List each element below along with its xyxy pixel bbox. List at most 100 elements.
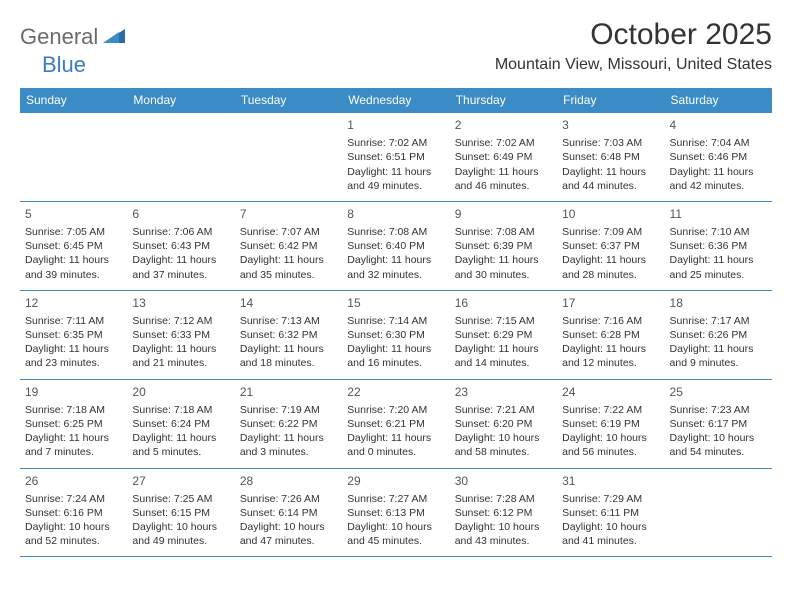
sunrise-text: Sunrise: 7:02 AM <box>347 136 444 150</box>
sunrise-text: Sunrise: 7:24 AM <box>25 492 122 506</box>
sunrise-text: Sunrise: 7:28 AM <box>455 492 552 506</box>
sunrise-text: Sunrise: 7:11 AM <box>25 314 122 328</box>
sunrise-text: Sunrise: 7:29 AM <box>562 492 659 506</box>
day-number: 15 <box>347 295 444 311</box>
sunset-text: Sunset: 6:19 PM <box>562 417 659 431</box>
day-number: 16 <box>455 295 552 311</box>
sunrise-text: Sunrise: 7:20 AM <box>347 403 444 417</box>
dl2-text: and 56 minutes. <box>562 445 659 459</box>
day-number: 25 <box>670 384 767 400</box>
day-number: 17 <box>562 295 659 311</box>
sunrise-text: Sunrise: 7:07 AM <box>240 225 337 239</box>
day-number: 3 <box>562 117 659 133</box>
dl2-text: and 41 minutes. <box>562 534 659 548</box>
sunset-text: Sunset: 6:13 PM <box>347 506 444 520</box>
dl1-text: Daylight: 11 hours <box>132 342 229 356</box>
sunset-text: Sunset: 6:16 PM <box>25 506 122 520</box>
dl1-text: Daylight: 11 hours <box>455 253 552 267</box>
day-number: 10 <box>562 206 659 222</box>
calendar-cell: 31Sunrise: 7:29 AMSunset: 6:11 PMDayligh… <box>557 468 664 557</box>
dl1-text: Daylight: 11 hours <box>562 342 659 356</box>
sunrise-text: Sunrise: 7:26 AM <box>240 492 337 506</box>
dl2-text: and 35 minutes. <box>240 268 337 282</box>
sunrise-text: Sunrise: 7:03 AM <box>562 136 659 150</box>
calendar-cell <box>235 113 342 202</box>
day-number: 24 <box>562 384 659 400</box>
dl2-text: and 49 minutes. <box>347 179 444 193</box>
dl1-text: Daylight: 10 hours <box>670 431 767 445</box>
calendar-cell <box>20 113 127 202</box>
sunrise-text: Sunrise: 7:17 AM <box>670 314 767 328</box>
calendar-cell: 13 Sunrise: 7:12 AMSunset: 6:33 PMDayligh… <box>127 290 234 379</box>
day-number: 7 <box>240 206 337 222</box>
calendar-cell: 4Sunrise: 7:04 AMSunset: 6:46 PMDaylight… <box>665 113 772 202</box>
sunset-text: Sunset: 6:35 PM <box>25 328 122 342</box>
dl1-text: Daylight: 11 hours <box>670 342 767 356</box>
dl2-text: and 16 minutes. <box>347 356 444 370</box>
dl2-text: and 58 minutes. <box>455 445 552 459</box>
calendar-week-row: 26Sunrise: 7:24 AMSunset: 6:16 PMDayligh… <box>20 468 772 557</box>
day-header: Monday <box>127 88 234 113</box>
month-title: October 2025 <box>495 18 772 52</box>
calendar-cell: 19Sunrise: 7:18 AMSunset: 6:25 PMDayligh… <box>20 379 127 468</box>
dl1-text: Daylight: 11 hours <box>132 253 229 267</box>
dl1-text: Daylight: 11 hours <box>347 342 444 356</box>
calendar-cell: 14Sunrise: 7:13 AMSunset: 6:32 PMDayligh… <box>235 290 342 379</box>
dl2-text: and 9 minutes. <box>670 356 767 370</box>
dl1-text: Daylight: 10 hours <box>562 520 659 534</box>
sunrise-text: Sunrise: 7:12 AM <box>132 314 229 328</box>
calendar-cell: 12Sunrise: 7:11 AMSunset: 6:35 PMDayligh… <box>20 290 127 379</box>
sunset-text: Sunset: 6:45 PM <box>25 239 122 253</box>
calendar-cell: 30Sunrise: 7:28 AMSunset: 6:12 PMDayligh… <box>450 468 557 557</box>
sunrise-text: Sunrise: 7:06 AM <box>132 225 229 239</box>
sunset-text: Sunset: 6:28 PM <box>562 328 659 342</box>
sunset-text: Sunset: 6:32 PM <box>240 328 337 342</box>
dl1-text: Daylight: 10 hours <box>132 520 229 534</box>
sunset-text: Sunset: 6:14 PM <box>240 506 337 520</box>
day-header: Wednesday <box>342 88 449 113</box>
calendar-week-row: 12Sunrise: 7:11 AMSunset: 6:35 PMDayligh… <box>20 290 772 379</box>
sunset-text: Sunset: 6:29 PM <box>455 328 552 342</box>
day-header: Saturday <box>665 88 772 113</box>
calendar-cell: 9Sunrise: 7:08 AMSunset: 6:39 PMDaylight… <box>450 201 557 290</box>
sunset-text: Sunset: 6:15 PM <box>132 506 229 520</box>
dl2-text: and 45 minutes. <box>347 534 444 548</box>
day-number: 30 <box>455 473 552 489</box>
dl2-text: and 54 minutes. <box>670 445 767 459</box>
calendar-cell: 6Sunrise: 7:06 AMSunset: 6:43 PMDaylight… <box>127 201 234 290</box>
dl1-text: Daylight: 10 hours <box>455 520 552 534</box>
dl2-text: and 21 minutes. <box>132 356 229 370</box>
sunrise-text: Sunrise: 7:21 AM <box>455 403 552 417</box>
day-number: 31 <box>562 473 659 489</box>
day-header: Tuesday <box>235 88 342 113</box>
calendar-cell: 28Sunrise: 7:26 AMSunset: 6:14 PMDayligh… <box>235 468 342 557</box>
day-header-row: Sunday Monday Tuesday Wednesday Thursday… <box>20 88 772 113</box>
dl2-text: and 37 minutes. <box>132 268 229 282</box>
sunrise-text: Sunrise: 7:23 AM <box>670 403 767 417</box>
sunrise-text: Sunrise: 7:13 AM <box>240 314 337 328</box>
dl2-text: and 28 minutes. <box>562 268 659 282</box>
dl1-text: Daylight: 11 hours <box>132 431 229 445</box>
calendar-week-row: 1Sunrise: 7:02 AMSunset: 6:51 PMDaylight… <box>20 113 772 202</box>
dl1-text: Daylight: 11 hours <box>562 253 659 267</box>
calendar-cell: 18Sunrise: 7:17 AMSunset: 6:26 PMDayligh… <box>665 290 772 379</box>
dl2-text: and 0 minutes. <box>347 445 444 459</box>
sunrise-text: Sunrise: 7:14 AM <box>347 314 444 328</box>
sunset-text: Sunset: 6:33 PM <box>132 328 229 342</box>
calendar-cell: 15Sunrise: 7:14 AMSunset: 6:30 PMDayligh… <box>342 290 449 379</box>
calendar-cell: 23Sunrise: 7:21 AMSunset: 6:20 PMDayligh… <box>450 379 557 468</box>
day-number: 29 <box>347 473 444 489</box>
day-number: 4 <box>670 117 767 133</box>
calendar-cell: 20Sunrise: 7:18 AMSunset: 6:24 PMDayligh… <box>127 379 234 468</box>
sunrise-text: Sunrise: 7:05 AM <box>25 225 122 239</box>
brand-part1: General <box>20 24 98 50</box>
dl2-text: and 39 minutes. <box>25 268 122 282</box>
calendar-cell: 10Sunrise: 7:09 AMSunset: 6:37 PMDayligh… <box>557 201 664 290</box>
day-number: 13 <box>132 295 229 311</box>
dl2-text: and 42 minutes. <box>670 179 767 193</box>
sunset-text: Sunset: 6:20 PM <box>455 417 552 431</box>
calendar-table: Sunday Monday Tuesday Wednesday Thursday… <box>20 88 772 557</box>
day-number: 22 <box>347 384 444 400</box>
calendar-cell: 7Sunrise: 7:07 AMSunset: 6:42 PMDaylight… <box>235 201 342 290</box>
day-number: 23 <box>455 384 552 400</box>
